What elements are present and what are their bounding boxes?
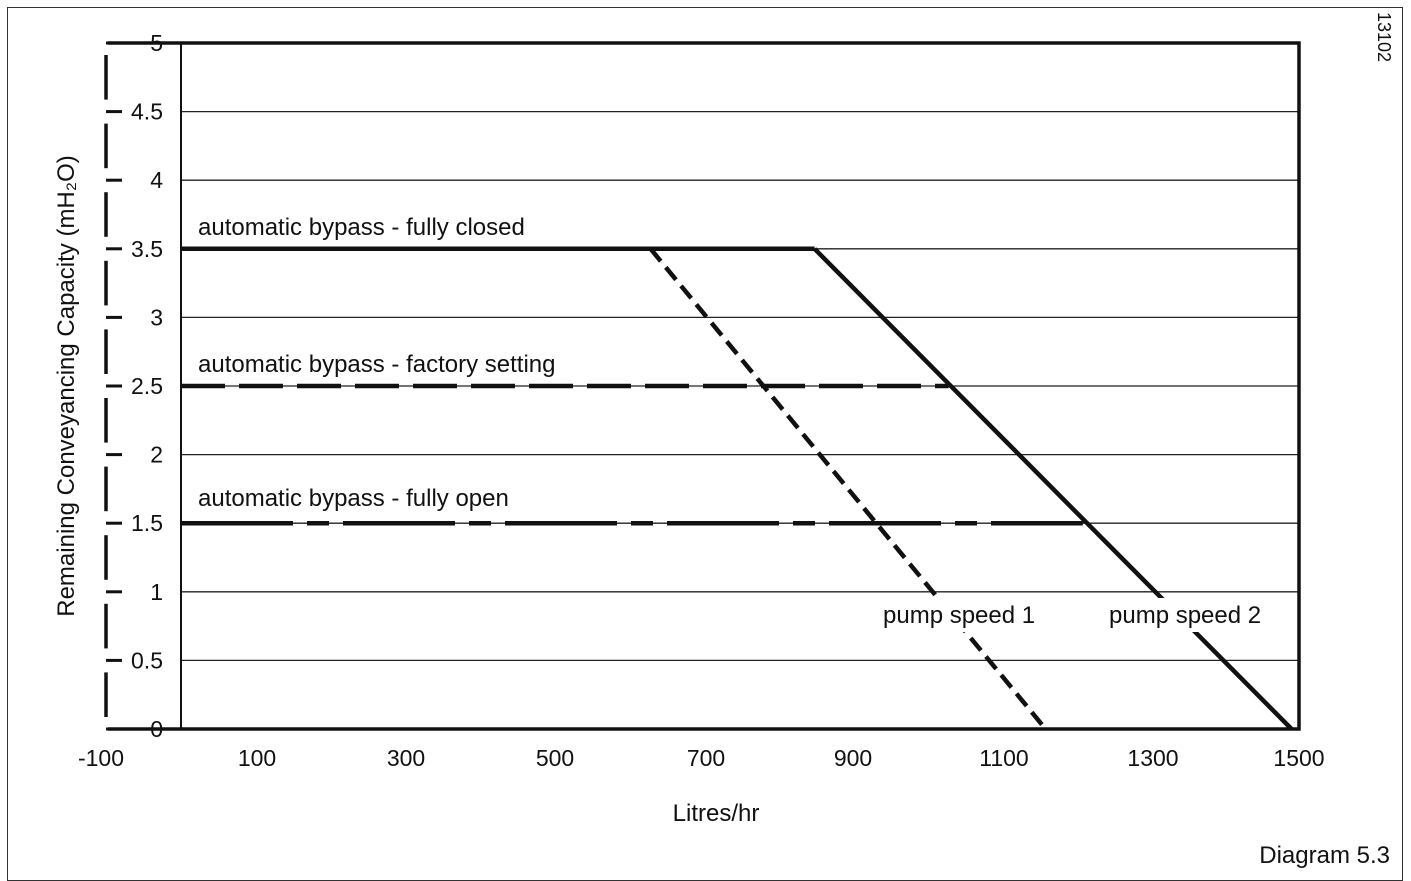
x-tick-label: 900 (834, 745, 872, 771)
y-tick-label: 5 (150, 30, 163, 56)
series-lines (181, 246, 1294, 731)
series-label-pump-speed-2: pump speed 2 (1109, 602, 1261, 629)
series-label-pump-speed-1: pump speed 1 (883, 602, 1035, 629)
y-tick-label: 4.5 (131, 99, 163, 125)
y-tick-label: 2.5 (131, 373, 163, 399)
x-tick-label: 100 (238, 745, 276, 771)
labels: automatic bypass - fully closed automati… (53, 12, 1394, 869)
x-tick-label: -100 (78, 745, 124, 771)
series-label-fully-open: automatic bypass - fully open (198, 485, 509, 512)
y-tick-label: 4 (150, 167, 163, 193)
y-tick-label: 1 (150, 579, 163, 605)
x-tick-label: 1100 (979, 745, 1028, 771)
y-tick-label: 3.5 (131, 236, 163, 262)
x-tick-label: 500 (536, 745, 574, 771)
x-axis-label: Litres/hr (673, 800, 760, 827)
y-tick-label: 3 (150, 304, 163, 330)
diagram-caption: Diagram 5.3 (1259, 842, 1390, 869)
series-line-4 (812, 247, 1294, 731)
label-gap (1106, 598, 1284, 632)
x-tick-label: 300 (387, 745, 425, 771)
reference-number: 13102 (1374, 12, 1394, 62)
y-tick-label: 0.5 (131, 647, 163, 673)
y-tick-label: 2 (150, 442, 163, 468)
y-axis-label: Remaining Conveyancing Capacity (mH₂O) (53, 155, 80, 617)
label-gap (880, 598, 1056, 632)
x-tick-label: 1300 (1127, 745, 1178, 771)
y-tick-label: 0 (150, 716, 163, 742)
y-tick-label: 1.5 (131, 510, 163, 536)
x-tick-label: 1500 (1273, 745, 1324, 771)
x-tick-label: 700 (687, 745, 725, 771)
tick-marks: 0 0.5 1 1.5 2 2.5 3 3.5 4 4.5 5 -100 100 300 500 700 900… (78, 30, 1325, 771)
series-line-3 (648, 247, 1048, 731)
series-label-fully-closed: automatic bypass - fully closed (198, 214, 525, 241)
series-label-factory-setting: automatic bypass - factory setting (198, 351, 556, 378)
